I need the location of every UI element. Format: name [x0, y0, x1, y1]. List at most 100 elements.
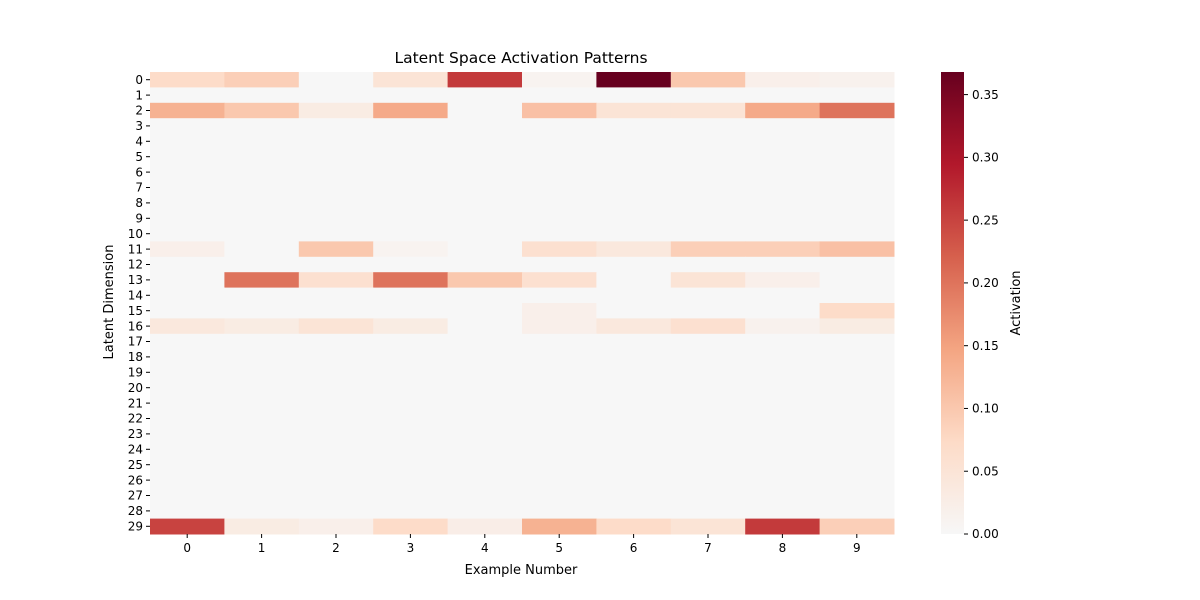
heatmap-cell [224, 472, 300, 489]
colorbar-tick-label: 0.10 [972, 402, 999, 416]
heatmap-cell [670, 241, 746, 258]
heatmap-cell [819, 87, 895, 104]
heatmap-cell [447, 272, 523, 289]
heatmap-cell [224, 87, 300, 104]
x-tick-label: 7 [704, 541, 712, 555]
heatmap-cell [150, 272, 225, 289]
x-tick-label: 4 [481, 541, 489, 555]
y-tick-label: 9 [135, 212, 143, 226]
heatmap-cell [150, 487, 225, 504]
heatmap-cell [150, 472, 225, 489]
y-tick-label: 25 [128, 458, 143, 472]
heatmap-cell [298, 503, 374, 520]
heatmap-cell [150, 241, 225, 258]
heatmap-cell [596, 149, 672, 165]
heatmap-cell [745, 349, 821, 366]
heatmap-cell [745, 179, 821, 196]
heatmap-cell [298, 164, 374, 181]
heatmap-cell [224, 518, 300, 535]
heatmap-cell [298, 410, 374, 427]
heatmap-cell [819, 287, 895, 304]
y-tick-label: 7 [135, 181, 143, 195]
heatmap-cell [150, 441, 225, 458]
heatmap-cell [150, 87, 225, 104]
heatmap-cell [596, 272, 672, 289]
heatmap-cell [373, 287, 449, 304]
heatmap-cell [522, 472, 597, 489]
heatmap-cell [150, 364, 225, 381]
heatmap-cell [298, 395, 374, 412]
heatmap-cell [670, 179, 746, 196]
heatmap-cell [819, 149, 895, 165]
heatmap-cell [819, 179, 895, 196]
heatmap-cell [522, 457, 597, 473]
colorbar-label: Activation [1009, 270, 1024, 335]
heatmap-cell [373, 226, 449, 242]
heatmap-cell [596, 503, 672, 520]
heatmap-cell [150, 256, 225, 273]
heatmap-cell [224, 287, 300, 304]
heatmap-cell [596, 364, 672, 381]
heatmap-cell [224, 256, 300, 273]
heatmap-cell [819, 441, 895, 458]
heatmap-cell [373, 179, 449, 196]
heatmap-cell [373, 457, 449, 473]
heatmap-cell [373, 395, 449, 412]
heatmap-cell [373, 426, 449, 443]
heatmap-cell [150, 149, 225, 165]
heatmap-cell [522, 364, 597, 381]
heatmap-cell [596, 102, 672, 119]
heatmap-cell [373, 133, 449, 150]
heatmap-cell [373, 195, 449, 212]
heatmap-cell [447, 441, 523, 458]
colorbar-tick-label: 0.00 [972, 527, 999, 541]
heatmap-cell [670, 272, 746, 289]
heatmap-cell [298, 426, 374, 443]
heatmap-cell [596, 472, 672, 489]
heatmap-cell [224, 272, 300, 289]
heatmap-cell [150, 503, 225, 520]
heatmap-cell [670, 102, 746, 119]
heatmap-cell [522, 395, 597, 412]
heatmap-cell [522, 118, 597, 135]
heatmap-cell [596, 133, 672, 150]
heatmap-cell [298, 256, 374, 273]
x-tick-label: 9 [853, 541, 861, 555]
y-tick-label: 20 [128, 381, 143, 395]
y-axis-ticks: 0123456789101112131415161718192021222324… [128, 73, 150, 534]
heatmap-cell [522, 149, 597, 165]
heatmap-cell [745, 472, 821, 489]
heatmap-cell [447, 472, 523, 489]
heatmap-cell [670, 364, 746, 381]
heatmap-cell [745, 241, 821, 258]
y-tick-label: 0 [135, 73, 143, 87]
heatmap-cell [670, 380, 746, 396]
heatmap-cell [150, 226, 225, 242]
heatmap-cell [745, 426, 821, 443]
heatmap-cell [224, 333, 300, 350]
heatmap-cell [596, 226, 672, 242]
heatmap-cell [298, 472, 374, 489]
heatmap-cell [745, 133, 821, 150]
heatmap-cell [224, 133, 300, 150]
heatmap-cell [298, 179, 374, 196]
heatmap-cell [819, 410, 895, 427]
heatmap-cell [224, 364, 300, 381]
heatmap-cell [819, 518, 895, 535]
heatmap-cell [150, 164, 225, 181]
heatmap-cell [819, 503, 895, 520]
heatmap-cell [298, 333, 374, 350]
heatmap-cell [298, 287, 374, 304]
heatmap-cell [150, 118, 225, 135]
heatmap-cell [670, 410, 746, 427]
heatmap-cell [745, 87, 821, 104]
heatmap-cell [745, 441, 821, 458]
heatmap-cell [522, 133, 597, 150]
heatmap-cell [819, 133, 895, 150]
heatmap-cell [447, 164, 523, 181]
colorbar-tick-label: 0.35 [972, 88, 999, 102]
heatmap-cell [596, 87, 672, 104]
colorbar-tick-label: 0.20 [972, 276, 999, 290]
heatmap-cell [447, 426, 523, 443]
heatmap-cell [150, 380, 225, 396]
